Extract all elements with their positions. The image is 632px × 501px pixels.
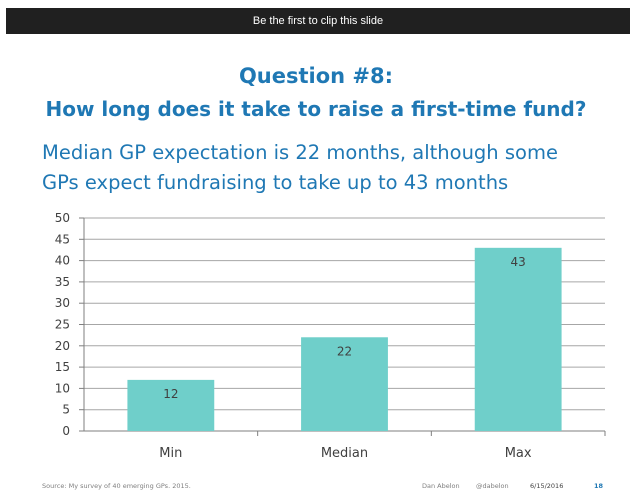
x-tick-label: Max xyxy=(505,446,532,461)
bar xyxy=(301,337,388,431)
clip-slide-button[interactable]: Be the first to clip this slide xyxy=(6,8,630,34)
page-number: 18 xyxy=(594,482,604,490)
data-label: 43 xyxy=(511,255,526,269)
bar xyxy=(127,379,215,431)
data-label: 22 xyxy=(337,344,352,358)
y-tick-label: 15 xyxy=(55,360,70,374)
footer-source: Source: My survey of 40 emerging GPs. 20… xyxy=(42,482,191,490)
y-tick-label: 20 xyxy=(55,339,70,353)
y-tick-label: 5 xyxy=(62,403,70,417)
y-tick-label: 30 xyxy=(55,296,70,310)
footer-date: 6/15/2016 xyxy=(530,482,564,490)
clip-slide-label: Be the first to clip this slide xyxy=(252,15,384,27)
y-tick-label: 45 xyxy=(55,232,70,246)
y-tick-label: 0 xyxy=(62,424,70,438)
y-tick-label: 40 xyxy=(55,254,70,268)
slide: Question #8: How long does it take to ra… xyxy=(0,34,632,501)
slide-subtitle: Median GP expectation is 22 months, alth… xyxy=(42,138,622,198)
subtitle-line-1: Median GP expectation is 22 months, alth… xyxy=(42,141,558,164)
data-label: 12 xyxy=(163,387,178,401)
y-tick-label: 25 xyxy=(55,318,70,332)
footer-handle: @dabelon xyxy=(476,482,509,490)
x-tick-label: Min xyxy=(159,446,182,461)
y-tick-label: 10 xyxy=(55,381,70,395)
y-tick-label: 35 xyxy=(55,275,70,289)
bar xyxy=(474,247,562,431)
footer-author: Dan Abelon xyxy=(422,482,460,490)
top-bar: Be the first to clip this slide xyxy=(0,0,632,34)
subtitle-line-2: GPs expect fundraising to take up to 43 … xyxy=(42,171,509,194)
question-title: How long does it take to raise a first-t… xyxy=(45,97,587,121)
x-tick-label: Median xyxy=(321,446,368,461)
y-tick-label: 50 xyxy=(55,211,70,225)
question-number-title: Question #8: xyxy=(238,64,394,88)
